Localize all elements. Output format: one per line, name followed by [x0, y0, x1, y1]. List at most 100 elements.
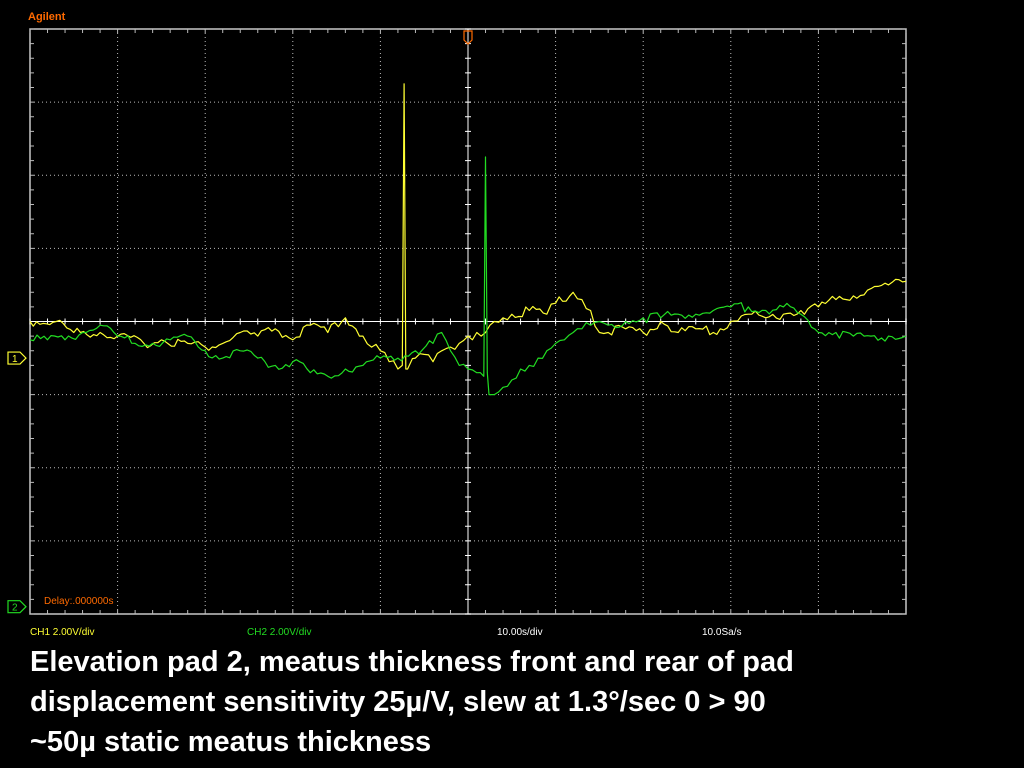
grid-dot: [555, 57, 557, 58]
grid-dot: [730, 529, 732, 530]
grid-dot: [730, 129, 732, 130]
grid-dot: [730, 345, 732, 346]
grid-dot: [246, 467, 247, 469]
grid-dot: [379, 485, 381, 486]
grid-dot: [730, 281, 732, 282]
grid-dot: [798, 394, 799, 396]
grid-dot: [630, 540, 631, 542]
grid-dot: [146, 174, 147, 176]
grid-dot: [314, 247, 315, 249]
grid-dot: [555, 533, 557, 534]
grid-dot: [130, 247, 131, 249]
grid-dot: [222, 540, 223, 542]
grid-dot: [154, 467, 155, 469]
grid-dot: [262, 467, 263, 469]
grid-dot: [62, 247, 63, 249]
grid-dot: [117, 541, 119, 542]
grid-dot: [382, 394, 383, 396]
grid-dot: [117, 413, 119, 414]
grid-dot: [262, 394, 263, 396]
grid-dot: [686, 394, 687, 396]
grid-dot: [238, 394, 239, 396]
grid-dot: [642, 353, 644, 354]
grid-dot: [274, 101, 275, 103]
grid-dot: [682, 540, 683, 542]
grid-dot: [310, 247, 311, 249]
grid-dot: [158, 467, 159, 469]
grid-dot: [817, 325, 819, 326]
grid-dot: [250, 394, 251, 396]
grid-dot: [292, 337, 294, 338]
grid-dot: [117, 65, 119, 66]
grid-dot: [830, 247, 831, 249]
grid-dot: [850, 467, 851, 469]
grid-dot: [204, 41, 206, 42]
grid-dot: [379, 89, 381, 90]
grid-dot: [555, 569, 557, 570]
grid-dot: [730, 233, 732, 234]
grid-dot: [730, 467, 731, 469]
grid-dot: [114, 394, 115, 396]
grid-dot: [110, 247, 111, 249]
grid-dot: [292, 205, 294, 206]
grid-dot: [346, 174, 347, 176]
grid-dot: [204, 205, 206, 206]
grid-dot: [438, 394, 439, 396]
grid-dot: [730, 481, 732, 482]
grid-dot: [730, 137, 732, 138]
grid-dot: [817, 101, 819, 102]
grid-dot: [642, 441, 644, 442]
grid-dot: [606, 101, 607, 103]
grid-dot: [817, 269, 819, 270]
grid-dot: [117, 261, 119, 262]
caption: Elevation pad 2, meatus thickness front …: [30, 642, 1010, 762]
grid-dot: [642, 381, 644, 382]
grid-dot: [734, 467, 735, 469]
grid-dot: [379, 137, 381, 138]
grid-dot: [426, 247, 427, 249]
grid-dot: [817, 461, 819, 462]
grid-dot: [642, 461, 644, 462]
grid-dot: [578, 394, 579, 396]
grid-dot: [598, 467, 599, 469]
grid-dot: [418, 540, 419, 542]
grid-dot: [204, 501, 206, 502]
grid-dot: [570, 540, 571, 542]
grid-dot: [730, 105, 732, 106]
grid-dot: [204, 237, 206, 238]
grid-dot: [430, 247, 431, 249]
grid-dot: [366, 174, 367, 176]
grid-dot: [117, 37, 119, 38]
grid-dot: [234, 247, 235, 249]
grid-dot: [292, 449, 294, 450]
grid-dot: [134, 394, 135, 396]
grid-dot: [555, 377, 557, 378]
grid-dot: [642, 173, 644, 174]
grid-dot: [394, 540, 395, 542]
grid-dot: [874, 467, 875, 469]
grid-dot: [114, 247, 115, 249]
grid-dot: [730, 394, 731, 396]
grid-dot: [204, 417, 206, 418]
grid-dot: [555, 41, 557, 42]
grid-dot: [292, 349, 294, 350]
grid-dot: [174, 101, 175, 103]
grid-dot: [292, 389, 294, 390]
grid-dot: [574, 467, 575, 469]
grid-dot: [750, 540, 751, 542]
grid-dot: [642, 257, 644, 258]
grid-dot: [74, 540, 75, 542]
grid-dot: [658, 394, 659, 396]
grid-dot: [78, 247, 79, 249]
grid-dot: [817, 173, 819, 174]
grid-dot: [474, 174, 475, 176]
grid-dot: [379, 481, 381, 482]
grid-dot: [122, 247, 123, 249]
grid-dot: [190, 247, 191, 249]
grid-dot: [292, 129, 294, 130]
grid-dot: [842, 174, 843, 176]
grid-dot: [230, 247, 231, 249]
grid-dot: [238, 247, 239, 249]
grid-dot: [292, 461, 294, 462]
grid-dot: [204, 457, 206, 458]
